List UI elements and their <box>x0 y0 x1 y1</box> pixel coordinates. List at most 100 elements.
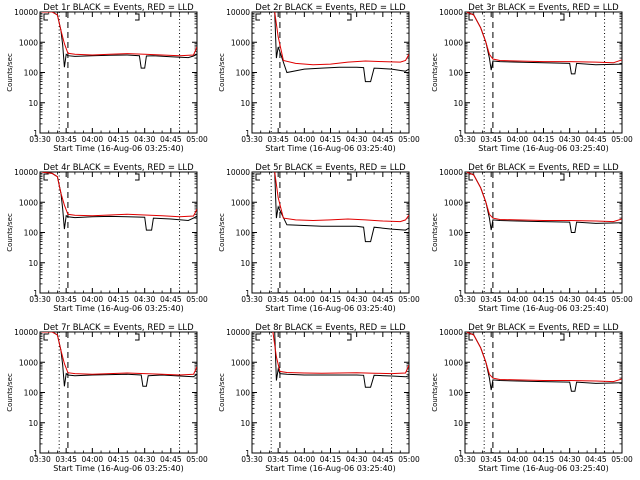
x-tick-label: 05:00 <box>186 135 208 144</box>
x-tick-label: 04:15 <box>320 295 342 304</box>
lld-series-line <box>41 12 197 57</box>
x-tick-label: 04:15 <box>533 135 555 144</box>
x-tick-label: 04:00 <box>82 455 104 464</box>
y-tick-label: 10000 <box>14 328 38 337</box>
y-tick-label: 1 <box>245 449 250 458</box>
x-tick-label: 04:45 <box>372 455 394 464</box>
x-tick-label: 04:45 <box>160 135 182 144</box>
detector-plot-7: Det 7r BLACK = Events, RED = LLD 1 10 100 10… <box>6 323 208 473</box>
x-tick-label: 04:15 <box>533 295 555 304</box>
plot-title: Det 9r BLACK = Events, RED = LLD <box>468 323 619 333</box>
y-tick-label: 100 <box>236 229 251 238</box>
y-tick-label: 1000 <box>19 198 38 207</box>
y-tick-label: 100 <box>449 229 464 238</box>
x-tick-label: 04:15 <box>533 455 555 464</box>
y-tick-label: 1 <box>245 289 250 298</box>
y-axis-label: Counts/sec <box>431 53 439 92</box>
y-tick-label: 1 <box>245 129 250 138</box>
end-bracket-icon <box>560 13 565 21</box>
plot-title: Det 7r BLACK = Events, RED = LLD <box>43 323 194 333</box>
y-tick-label: 100 <box>24 389 39 398</box>
x-tick-label: 04:00 <box>294 135 316 144</box>
x-tick-label: 04:00 <box>294 295 316 304</box>
y-tick-label: 10 <box>28 259 38 268</box>
lld-series-line <box>272 332 409 375</box>
y-tick-label: 10 <box>453 99 463 108</box>
y-axis-label: Counts/sec <box>218 213 226 252</box>
y-tick-label: 10 <box>240 259 250 268</box>
x-tick-label: 04:30 <box>134 135 156 144</box>
x-tick-label: 03:30 <box>241 295 263 304</box>
plot-frame <box>39 331 198 454</box>
y-tick-label: 10 <box>453 259 463 268</box>
y-tick-label: 10000 <box>14 168 38 177</box>
plot-title: Det 3r BLACK = Events, RED = LLD <box>468 3 619 13</box>
x-tick-label: 05:00 <box>186 455 208 464</box>
end-bracket-icon <box>347 13 352 21</box>
plot-frame <box>464 11 623 134</box>
x-tick-label: 03:30 <box>29 295 51 304</box>
detector-plot-3: Det 3r BLACK = Events, RED = LLD 1 10 100 10… <box>431 3 633 153</box>
y-tick-label: 10000 <box>226 168 250 177</box>
lld-series-line <box>274 12 409 66</box>
y-tick-label: 1000 <box>444 198 463 207</box>
y-tick-label: 10 <box>28 99 38 108</box>
y-tick-label: 10000 <box>226 328 250 337</box>
x-tick-label: 04:30 <box>346 295 368 304</box>
x-tick-label: 03:30 <box>29 135 51 144</box>
x-tick-label: 03:45 <box>480 295 502 304</box>
y-tick-label: 1000 <box>231 198 250 207</box>
y-tick-label: 100 <box>449 389 464 398</box>
x-tick-label: 04:45 <box>372 135 394 144</box>
detector-plot-1: Det 1r BLACK = Events, RED = LLD 1 10 100 10… <box>6 3 208 153</box>
events-series-line <box>466 332 622 392</box>
y-tick-label: 100 <box>236 389 251 398</box>
lld-series-line <box>274 172 409 223</box>
x-tick-label: 04:00 <box>82 135 104 144</box>
y-tick-label: 10 <box>240 419 250 428</box>
lld-series-line <box>41 172 197 218</box>
x-axis-label: Start Time (16-Aug-06 03:25:40) <box>53 304 184 313</box>
lld-series-line <box>41 332 197 376</box>
plot-frame <box>464 331 623 454</box>
y-axis-label: Counts/sec <box>218 373 226 412</box>
x-tick-label: 04:00 <box>294 455 316 464</box>
y-tick-label: 1 <box>33 289 38 298</box>
x-tick-label: 04:15 <box>108 455 130 464</box>
events-series-line <box>274 12 409 83</box>
x-tick-label: 04:15 <box>108 135 130 144</box>
y-tick-label: 1000 <box>444 358 463 367</box>
x-tick-label: 03:45 <box>55 135 77 144</box>
x-axis-label: Start Time (16-Aug-06 03:25:40) <box>53 464 184 473</box>
x-tick-label: 04:00 <box>82 295 104 304</box>
x-tick-label: 04:45 <box>160 295 182 304</box>
x-tick-label: 05:00 <box>186 295 208 304</box>
x-tick-label: 04:45 <box>585 295 607 304</box>
y-tick-label: 1 <box>33 129 38 138</box>
start-bracket-icon <box>255 13 260 21</box>
y-axis-label: Counts/sec <box>431 373 439 412</box>
end-bracket-icon <box>560 333 565 341</box>
x-axis-label: Start Time (16-Aug-06 03:25:40) <box>478 144 609 153</box>
x-tick-label: 04:15 <box>320 455 342 464</box>
events-series-line <box>274 332 409 388</box>
x-tick-label: 04:30 <box>134 295 156 304</box>
y-tick-label: 1000 <box>231 38 250 47</box>
start-bracket-icon <box>43 333 48 341</box>
lld-series-line <box>466 172 622 223</box>
plot-title: Det 8r BLACK = Events, RED = LLD <box>255 323 406 333</box>
start-bracket-icon <box>43 173 48 181</box>
x-tick-label: 04:45 <box>372 295 394 304</box>
plot-title: Det 5r BLACK = Events, RED = LLD <box>255 163 406 173</box>
x-tick-label: 04:30 <box>559 295 581 304</box>
x-tick-label: 04:45 <box>160 455 182 464</box>
plot-title: Det 6r BLACK = Events, RED = LLD <box>468 163 619 173</box>
x-tick-label: 05:00 <box>398 295 420 304</box>
events-series-line <box>466 12 622 75</box>
y-tick-label: 1 <box>458 129 463 138</box>
x-axis-label: Start Time (16-Aug-06 03:25:40) <box>265 304 396 313</box>
x-tick-label: 03:45 <box>267 135 289 144</box>
x-tick-label: 04:30 <box>346 135 368 144</box>
plot-frame <box>39 171 198 294</box>
y-axis-label: Counts/sec <box>431 213 439 252</box>
